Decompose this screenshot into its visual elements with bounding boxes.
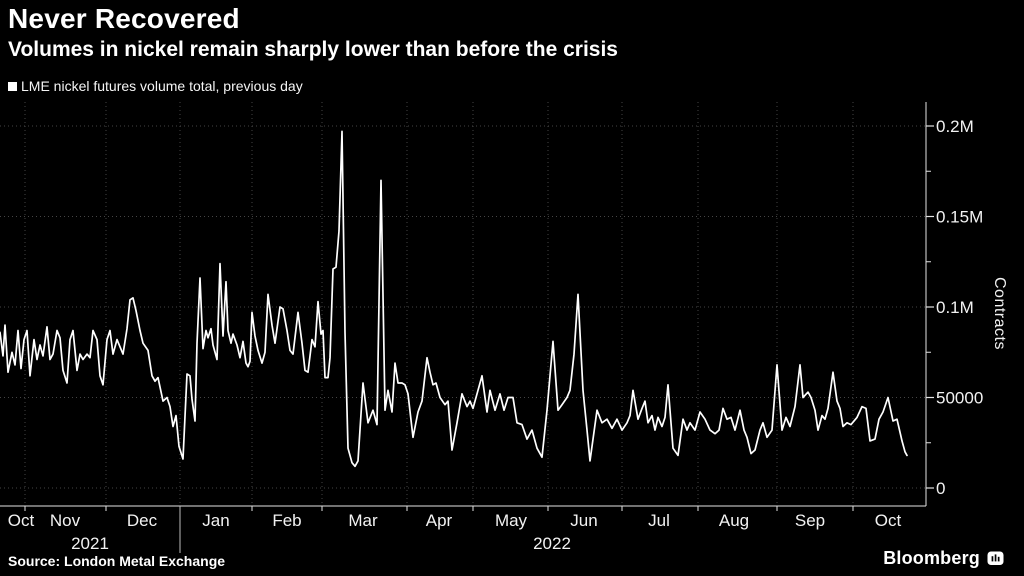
x-axis-month-label: Oct <box>8 511 35 530</box>
bloomberg-bars-icon <box>987 551 1004 565</box>
legend-label: LME nickel futures volume total, previou… <box>21 78 303 94</box>
y-axis-label: 0.1M <box>936 298 974 317</box>
x-axis-month-label: Apr <box>426 511 453 530</box>
page-title: Never Recovered <box>8 3 240 34</box>
x-axis-month-label: Feb <box>272 511 301 530</box>
bloomberg-wordmark: Bloomberg <box>883 548 980 568</box>
x-axis-month-label: Dec <box>127 511 158 530</box>
x-axis-year-label: 2022 <box>533 534 571 553</box>
y-axis-label: 0 <box>936 479 945 498</box>
x-axis-month-label: Jul <box>648 511 670 530</box>
x-axis-month-label: Oct <box>875 511 902 530</box>
series-line <box>0 130 908 468</box>
x-axis-year-label: 2021 <box>71 534 109 553</box>
y-axis-label: 50000 <box>936 389 983 408</box>
x-axis-month-label: Jan <box>202 511 229 530</box>
y-axis-label: 0.2M <box>936 117 974 136</box>
x-axis-month-label: Mar <box>348 511 378 530</box>
source-note: Source: London Metal Exchange <box>8 553 226 569</box>
x-axis-month-label: May <box>495 511 528 530</box>
y-axis-label: 0.15M <box>936 208 983 227</box>
x-axis-month-label: Jun <box>570 511 597 530</box>
legend: LME nickel futures volume total, previou… <box>8 78 303 94</box>
page-subtitle: Volumes in nickel remain sharply lower t… <box>8 38 618 61</box>
y-axis-title: Contracts <box>991 276 1008 350</box>
x-axis-month-label: Nov <box>50 511 81 530</box>
x-axis-month-label: Aug <box>719 511 749 530</box>
x-axis-month-label: Sep <box>795 511 825 530</box>
brand-footer: Bloomberg <box>883 548 1004 569</box>
legend-swatch-icon <box>8 81 17 91</box>
